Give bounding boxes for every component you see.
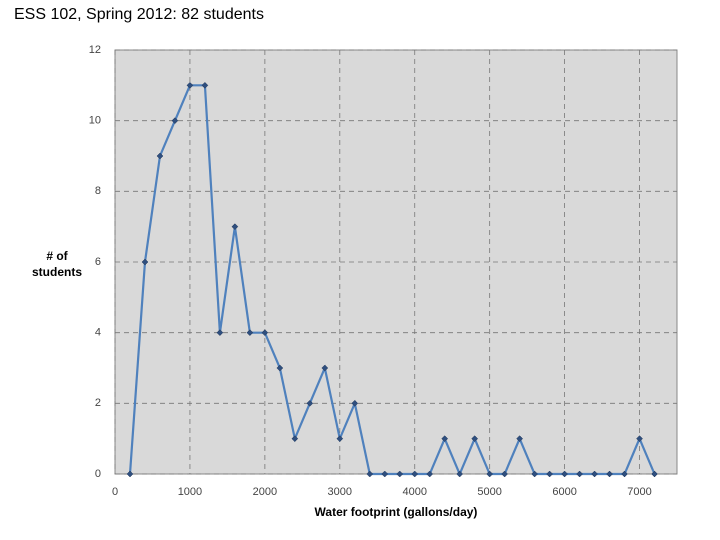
y-tick-label: 2 (95, 397, 101, 409)
x-tick-label: 0 (112, 486, 118, 498)
point (141, 258, 149, 266)
point (606, 470, 613, 478)
x-tick-label: 2000 (253, 486, 277, 498)
point (201, 81, 209, 89)
point (546, 470, 553, 478)
y-axis-label: # of students (31, 249, 82, 279)
point (426, 470, 434, 478)
x-tick-label: 5000 (477, 486, 501, 498)
x-tick-label: 3000 (328, 486, 352, 498)
point (471, 435, 479, 443)
y-tick-label: 12 (89, 44, 101, 56)
point (186, 81, 194, 89)
y-tick-label: 6 (95, 256, 101, 268)
point (366, 470, 374, 478)
point (216, 329, 224, 337)
point (396, 470, 404, 478)
x-tick-label: 4000 (402, 486, 426, 498)
point (351, 399, 359, 407)
x-tick-label: 6000 (552, 486, 576, 498)
chart-title: ESS 102, Spring 2012: 82 students (14, 6, 264, 23)
point (561, 470, 568, 478)
point (501, 470, 509, 478)
point (486, 470, 494, 478)
y-tick-label: 8 (95, 185, 101, 197)
point (336, 435, 344, 443)
point (636, 435, 643, 443)
point (231, 223, 239, 231)
point (291, 435, 299, 443)
point (261, 329, 269, 337)
point (246, 329, 254, 337)
point (276, 364, 284, 372)
point (411, 470, 419, 478)
point (531, 470, 538, 478)
x-axis-label: Water footprint (gallons/day) (314, 505, 478, 519)
point (456, 470, 464, 478)
x-tick-label: 7000 (627, 486, 651, 498)
point (306, 399, 314, 407)
point (441, 435, 449, 443)
point (171, 117, 179, 125)
y-tick-label: 0 (95, 468, 101, 480)
point (381, 470, 389, 478)
point (156, 152, 164, 160)
point (321, 364, 329, 372)
y-tick-label: 4 (95, 327, 101, 339)
point (591, 470, 598, 478)
x-tick-label: 1000 (178, 486, 202, 498)
point (516, 435, 523, 443)
point (651, 470, 658, 478)
point (621, 470, 628, 478)
y-tick-label: 10 (89, 115, 101, 127)
point (576, 470, 583, 478)
point (126, 470, 134, 478)
